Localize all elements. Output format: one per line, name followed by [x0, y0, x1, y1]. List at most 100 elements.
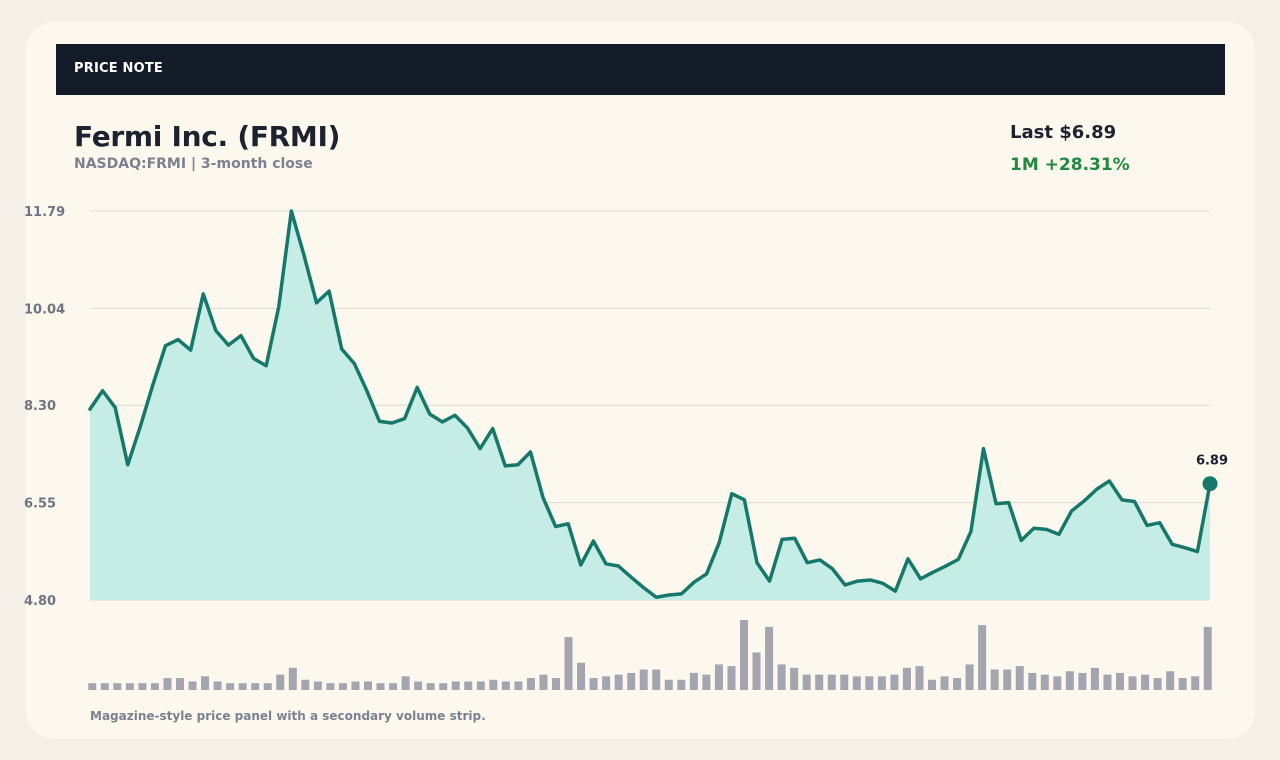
volume-bar — [389, 683, 398, 690]
volume-bar — [301, 679, 310, 690]
volume-bar — [313, 681, 322, 690]
volume-bar — [1128, 676, 1137, 690]
volume-bar — [464, 681, 473, 690]
volume-bar — [1065, 671, 1074, 690]
volume-bar — [815, 674, 824, 690]
volume-bar — [689, 672, 698, 690]
y-tick-label: 8.30 — [24, 399, 56, 414]
volume-bar — [526, 678, 535, 690]
volume-bar — [288, 667, 297, 690]
volume-bar — [426, 683, 435, 690]
header-label: PRICE NOTE — [74, 61, 164, 76]
volume-bar — [965, 664, 974, 690]
volume-bar — [451, 681, 460, 690]
volume-bar — [276, 674, 285, 690]
volume-bar — [652, 669, 661, 690]
volume-bar — [539, 674, 548, 690]
y-tick-label: 4.80 — [24, 594, 56, 609]
volume-bar — [1003, 669, 1012, 690]
volume-bar — [602, 676, 611, 690]
header-bar: PRICE NOTE — [56, 44, 1225, 95]
volume-bar — [953, 678, 962, 690]
volume-bar — [226, 683, 235, 690]
volume-bar — [376, 683, 385, 690]
volume-bar — [1178, 678, 1187, 690]
y-tick-label: 11.79 — [24, 205, 65, 220]
volume-bar — [326, 683, 335, 690]
volume-bar — [514, 681, 523, 690]
volume-strip — [88, 620, 1212, 690]
volume-bar — [877, 676, 886, 690]
volume-bar — [1153, 678, 1162, 690]
volume-bar — [163, 678, 172, 690]
volume-bar — [852, 676, 861, 690]
volume-bar — [188, 681, 197, 690]
volume-bar — [552, 678, 560, 690]
volume-bar — [740, 620, 748, 690]
volume-bar — [489, 679, 498, 690]
area-layer — [90, 211, 1210, 600]
y-axis: 11.79 10.04 8.30 6.55 4.80 — [24, 205, 65, 609]
volume-bar — [978, 625, 987, 690]
volume-bar — [940, 676, 949, 690]
change-1m: 1M +28.31% — [1010, 155, 1130, 175]
price-area — [90, 211, 1210, 600]
volume-bar — [150, 683, 159, 690]
marker-layer: 6.89 — [1196, 454, 1228, 492]
volume-bar — [639, 669, 648, 690]
volume-bar — [677, 679, 686, 690]
volume-bar — [1103, 674, 1112, 690]
volume-bar — [251, 683, 260, 690]
last-value-label: 6.89 — [1196, 454, 1228, 469]
volume-bar — [915, 666, 924, 690]
volume-bar — [351, 681, 360, 690]
volume-bar — [1040, 674, 1049, 690]
volume-bar — [577, 662, 586, 690]
volume-bar — [88, 683, 97, 690]
volume-bar — [476, 681, 485, 690]
volume-bar — [138, 683, 147, 690]
volume-bar — [765, 626, 774, 690]
volume-bar — [1116, 672, 1124, 690]
last-value-marker — [1202, 476, 1218, 492]
volume-bar — [1090, 667, 1099, 690]
volume-bar — [752, 652, 761, 690]
volume-bar — [201, 676, 210, 690]
volume-bar — [564, 637, 573, 690]
volume-bar — [501, 681, 510, 690]
volume-bar — [902, 667, 911, 690]
volume-bar — [727, 666, 736, 690]
volume-bar — [263, 683, 272, 690]
price-line — [88, 209, 1212, 599]
volume-bar — [176, 678, 184, 690]
chart-subtitle: NASDAQ:FRMI | 3-month close — [74, 156, 313, 172]
volume-bar — [865, 676, 874, 690]
volume-bar — [990, 669, 999, 690]
volume-bar — [840, 674, 849, 690]
volume-bar — [1203, 626, 1212, 690]
volume-bar — [414, 681, 423, 690]
volume-bar — [100, 683, 109, 690]
volume-bar — [213, 681, 222, 690]
volume-bar — [1053, 676, 1062, 690]
last-price: Last $6.89 — [1010, 122, 1117, 143]
volume-bar — [238, 683, 247, 690]
volume-bar — [614, 674, 623, 690]
volume-bar — [113, 683, 122, 690]
volume-bar — [714, 664, 723, 690]
volume-bar — [364, 681, 372, 690]
volume-bar — [401, 676, 410, 690]
volume-bar — [1028, 672, 1037, 690]
volume-bar — [802, 674, 811, 690]
volume-bar — [928, 679, 936, 690]
volume-bar — [1166, 671, 1175, 690]
volume-bar — [777, 664, 786, 690]
volume-bar — [439, 683, 448, 690]
volume-bar — [1078, 672, 1087, 690]
volume-bar — [890, 674, 899, 690]
volume-bar — [1015, 666, 1024, 690]
volume-bar — [589, 678, 598, 690]
volume-bar — [702, 674, 711, 690]
volume-bar — [125, 683, 134, 690]
